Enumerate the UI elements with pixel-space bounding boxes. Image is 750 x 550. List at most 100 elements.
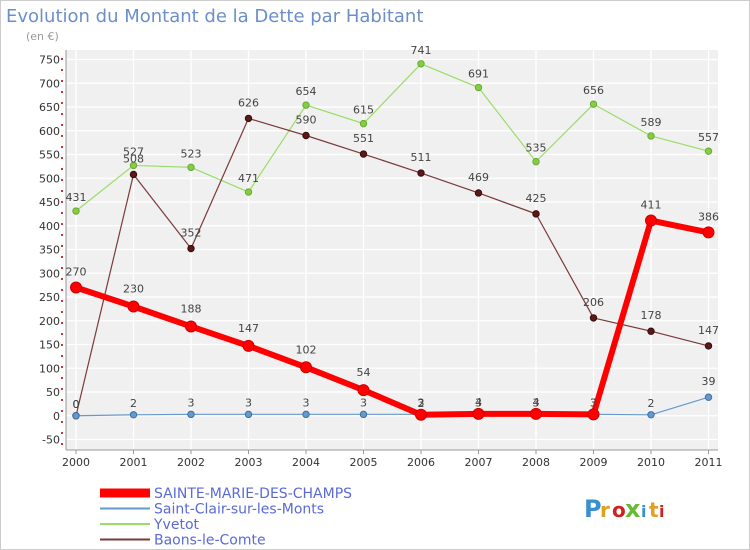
data-label: 656 [583,84,604,97]
data-point [474,83,483,92]
data-label: 147 [238,322,259,335]
axis-tick-dot [61,377,63,379]
data-label: 3 [475,396,482,409]
axis-tick-dot [61,300,63,302]
data-label: 188 [181,302,202,315]
data-point [187,244,195,253]
axis-tick-dot [61,80,63,82]
data-label: 535 [526,142,547,155]
data-label: 4 [475,396,482,409]
brand-letter: t [649,498,659,522]
data-point [357,384,370,397]
data-point [70,281,82,294]
data-point [589,100,598,108]
axis-tick-dot [61,443,63,445]
x-tick-label: 2002 [177,456,205,469]
data-label: 741 [411,44,432,57]
data-label: 352 [181,227,202,240]
axis-tick-dot [61,146,63,148]
data-point [647,327,655,335]
axis-tick-dot [61,388,63,390]
y-tick-label: 600 [39,125,60,138]
data-label: 2 [418,397,425,410]
axes: -50 0 50 100 150 200 250 300 350 400 450 500 550 600 6… [39,50,723,469]
data-label: 3 [245,396,252,409]
data-label: 590 [296,114,317,127]
y-tick-label: 50 [46,386,60,399]
axis-tick-dot [61,311,63,313]
axis-tick-dot [61,333,63,335]
axis-tick-dot [61,344,63,346]
data-point [359,119,368,128]
axis-tick-dot [61,234,63,236]
data-point [185,320,197,333]
axis-tick-dot [61,399,63,401]
data-label: 508 [123,152,144,165]
data-label: 615 [353,104,374,117]
data-point [72,207,80,215]
x-tick-label: 2006 [407,456,435,469]
data-label: 206 [583,296,604,309]
data-label: 523 [181,147,202,160]
data-label: 2 [130,397,137,410]
series-line [75,217,710,418]
y-tick-label: 650 [39,101,60,114]
data-label: 270 [66,266,87,279]
data-point [129,170,138,179]
data-point [532,157,540,166]
legend-swatch [100,507,150,510]
axis-tick-dot [61,157,63,159]
y-tick-label: 700 [39,77,60,90]
axis-tick-dot [61,267,63,269]
data-point [72,412,80,420]
data-label: 386 [698,210,719,223]
y-tick-label: 550 [39,149,60,162]
legend-label: Saint-Clair-sur-les-Monts [154,502,324,518]
y-tick-label: 200 [39,315,60,328]
legend-item: Saint-Clair-sur-les-Monts [100,502,324,518]
data-label: 557 [698,131,719,144]
y-tick-label: 0 [53,410,60,423]
data-point [704,147,713,155]
y-tick-label: 350 [39,244,60,257]
data-label: 39 [702,375,716,388]
legend-label: Yvetot [153,517,200,533]
x-tick-label: 2001 [120,456,148,469]
data-label: 3 [590,396,597,409]
data-point [244,188,253,196]
data-point [302,101,310,109]
chart-title: Evolution du Montant de la Dette par Hab… [6,6,423,27]
axis-tick-dot [61,289,63,291]
axis-tick-dot [61,410,63,412]
data-label: 3 [418,396,425,409]
brand-letter: P [584,495,602,523]
data-label: 2 [648,397,655,410]
data-point [532,210,540,218]
axis-tick-dot [61,278,63,280]
axis-tick-dot [61,355,63,357]
data-point [359,150,368,158]
y-tick-label: 500 [39,172,60,185]
data-point [417,60,425,68]
data-point [472,407,485,420]
brand-letter: i [641,502,646,521]
data-label: 3 [188,396,195,409]
data-point [702,226,715,239]
y-tick-label: 400 [39,220,60,233]
series-line [75,63,709,212]
data-label: 54 [357,366,371,379]
data-point [187,163,195,172]
axis-tick-dot [61,212,63,214]
data-point [129,161,138,170]
data-label: 654 [296,85,317,98]
legend-item: SAINTE-MARIE-DES-CHAMPS [100,486,352,502]
data-label: 425 [526,192,547,205]
brand-letter: i [659,502,664,521]
data-label: 3 [303,396,310,409]
series-group: 431 527 523 471 654 615 741 691 535 656 589 557 0 508… [66,44,719,421]
data-label: 178 [641,309,662,322]
y-tick-label: 300 [39,267,60,280]
data-point [127,300,140,313]
brand-letter: o [612,498,626,522]
